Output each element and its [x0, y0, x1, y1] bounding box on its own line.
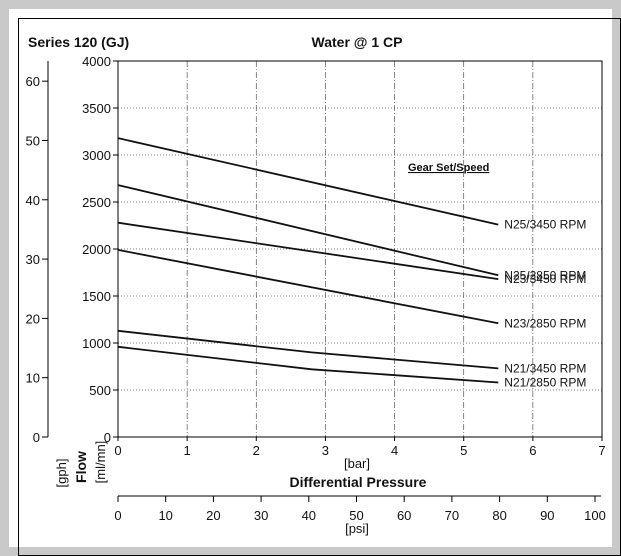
- x-psi-tick-label: 20: [206, 508, 220, 523]
- x-bar-tick-label: 0: [114, 443, 121, 458]
- series-label: N23/2850 RPM: [504, 316, 586, 330]
- series-label: N25/2850 RPM: [504, 268, 586, 282]
- series-label: N21/3450 RPM: [504, 361, 586, 375]
- series-line: [117, 329, 499, 370]
- y-mlmn-tick-label: 1000: [82, 336, 111, 351]
- series-line: [117, 249, 499, 325]
- x-bar-tick-label: 1: [184, 443, 191, 458]
- x-psi-tick-label: 80: [492, 508, 506, 523]
- series-label: N25/3450 RPM: [504, 218, 586, 232]
- x-bar-tick-label: 2: [253, 443, 260, 458]
- x-psi-tick-label: 30: [254, 508, 268, 523]
- x-psi-tick-label: 60: [397, 508, 411, 523]
- y-mlmn-tick-label: 0: [104, 430, 111, 445]
- x-axis-title: Differential Pressure: [290, 474, 427, 490]
- y-axis-title: Flow: [73, 451, 89, 483]
- y-gph-tick-label: 60: [26, 74, 40, 89]
- x-psi-tick-label: 0: [114, 508, 121, 523]
- chart-subtitle: Series 120 (GJ): [28, 34, 129, 50]
- y-gph-tick-label: 20: [26, 311, 40, 326]
- series-line: [117, 345, 499, 384]
- x-psi-tick-label: 40: [302, 508, 316, 523]
- y-mlmn-tick-label: 500: [89, 383, 111, 398]
- x-psi-tick-label: 100: [584, 508, 606, 523]
- x-axis-psi-label: [psi]: [345, 521, 369, 536]
- y-gph-tick-label: 50: [26, 133, 40, 148]
- y-axis-gph-label: [gph]: [54, 459, 69, 488]
- series-line: [117, 221, 499, 280]
- x-axis-bar-label: [bar]: [344, 456, 370, 471]
- series-line: [117, 137, 499, 226]
- x-bar-tick-label: 7: [598, 443, 605, 458]
- x-bar-tick-label: 6: [529, 443, 536, 458]
- x-bar-tick-label: 4: [391, 443, 398, 458]
- y-mlmn-tick-label: 2500: [82, 195, 111, 210]
- y-axis-mlmn-label: [ml/mn]: [93, 441, 108, 484]
- y-mlmn-tick-label: 1500: [82, 289, 111, 304]
- series-label: N21/2850 RPM: [504, 375, 586, 389]
- x-psi-tick-label: 70: [445, 508, 459, 523]
- x-psi-tick-label: 10: [158, 508, 172, 523]
- y-gph-tick-label: 40: [26, 193, 40, 208]
- x-psi-tick-label: 50: [349, 508, 363, 523]
- x-bar-tick-label: 3: [322, 443, 329, 458]
- grid: [118, 61, 602, 437]
- series-line: [117, 184, 499, 277]
- x-bar-tick-label: 5: [460, 443, 467, 458]
- legend-title: Gear Set/Speed: [408, 162, 489, 174]
- y-gph-tick-label: 30: [26, 252, 40, 267]
- y-gph-tick-label: 0: [33, 430, 40, 445]
- y-gph-tick-label: 10: [26, 371, 40, 386]
- series-label: N23/3450 RPM: [504, 272, 586, 286]
- y-mlmn-tick-label: 3500: [82, 101, 111, 116]
- chart-title: Water @ 1 CP: [312, 34, 403, 50]
- x-psi-tick-label: 90: [540, 508, 554, 523]
- y-mlmn-tick-label: 3000: [82, 148, 111, 163]
- axes: 0102030405060050010001500200025003000350…: [26, 54, 606, 523]
- y-mlmn-tick-label: 2000: [82, 242, 111, 257]
- y-mlmn-tick-label: 4000: [82, 54, 111, 69]
